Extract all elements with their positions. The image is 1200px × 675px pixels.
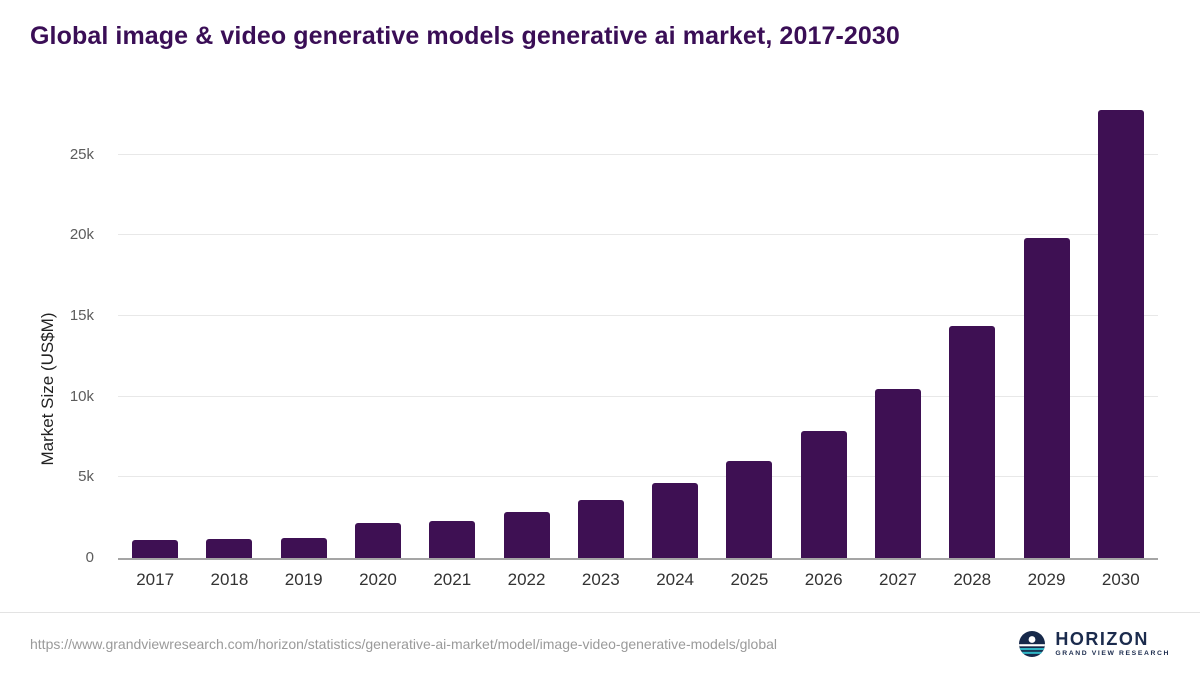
x-tick-label: 2027 <box>879 570 917 589</box>
bar-2017 <box>132 540 179 558</box>
y-tick-label: 0 <box>85 549 94 566</box>
bar-column: 2017 <box>118 100 192 589</box>
x-tick-label: 2019 <box>284 570 323 589</box>
x-tick-label: 2028 <box>953 570 992 589</box>
x-tick-label: 2030 <box>1101 570 1140 589</box>
bar-2019 <box>280 537 327 558</box>
bar-column: 2018 <box>192 100 266 589</box>
bar-2021 <box>429 520 476 558</box>
bar-2024 <box>652 483 699 558</box>
y-axis-title: Market Size (US$M) <box>38 312 57 466</box>
bar-2018 <box>206 539 253 558</box>
horizon-logo: HORIZON GRAND VIEW RESEARCH <box>1018 630 1170 658</box>
x-tick-label: 2022 <box>507 570 546 589</box>
brand-subtitle: GRAND VIEW RESEARCH <box>1055 650 1170 658</box>
bar-column: 2021 <box>415 100 489 589</box>
horizon-logo-icon <box>1019 631 1046 657</box>
bar-2020 <box>354 523 401 558</box>
x-tick-label: 2018 <box>210 570 249 589</box>
bar-column: 2022 <box>489 100 563 589</box>
x-tick-label: 2025 <box>730 570 769 589</box>
bar-2029 <box>1023 237 1070 558</box>
bar-column: 2030 <box>1084 100 1158 589</box>
x-tick-label: 2024 <box>656 570 695 589</box>
bar-column: 2019 <box>267 100 341 589</box>
x-tick-label: 2021 <box>433 570 472 589</box>
bar-2030 <box>1097 109 1144 558</box>
brand-name: HORIZON <box>1055 629 1149 650</box>
bar-column: 2023 <box>564 100 638 589</box>
y-tick-label: 15k <box>69 307 94 325</box>
chart-title: Global image & video generative models g… <box>30 22 900 50</box>
x-tick-label: 2029 <box>1027 570 1066 589</box>
y-tick-label: 5k <box>78 468 94 486</box>
bar-2028 <box>949 325 996 558</box>
gridline <box>118 153 1158 155</box>
footer: https://www.grandviewresearch.com/horizo… <box>0 612 1200 675</box>
y-tick-label: 25k <box>69 145 94 163</box>
bar-2025 <box>726 461 773 558</box>
gridline <box>118 315 1158 317</box>
y-tick-label: 10k <box>69 387 94 405</box>
x-tick-label: 2017 <box>136 570 175 589</box>
bar-column: 2020 <box>341 100 415 589</box>
bar-column: 2028 <box>935 100 1009 589</box>
horizon-logo-text: HORIZON GRAND VIEW RESEARCH <box>1055 630 1170 658</box>
bars-container: 2017 2018 2019 2020 2021 2022 2023 2024 2025 2026… <box>118 100 1158 589</box>
bar-2023 <box>577 499 624 558</box>
bar-2027 <box>874 388 921 558</box>
bar-column: 2024 <box>638 100 712 589</box>
bar-column: 2025 <box>712 100 786 589</box>
source-url[interactable]: https://www.grandviewresearch.com/horizo… <box>30 636 777 652</box>
y-axis: Market Size (US$M) 0 5k 10k 15k 20k 25k <box>0 100 108 566</box>
bar-2022 <box>503 512 550 558</box>
gridline <box>118 395 1158 397</box>
x-tick-label: 2026 <box>804 570 843 589</box>
x-tick-label: 2020 <box>359 570 397 589</box>
bar-column: 2027 <box>861 100 935 589</box>
bar-column: 2026 <box>787 100 861 589</box>
gridline <box>118 234 1158 236</box>
y-tick-label: 20k <box>69 226 94 244</box>
plot-area: 2017 2018 2019 2020 2021 2022 2023 2024 2025 2026… <box>118 100 1158 589</box>
gridline <box>118 476 1158 478</box>
x-tick-label: 2023 <box>581 570 620 589</box>
bar-2026 <box>800 430 847 558</box>
bar-column: 2029 <box>1009 100 1083 589</box>
